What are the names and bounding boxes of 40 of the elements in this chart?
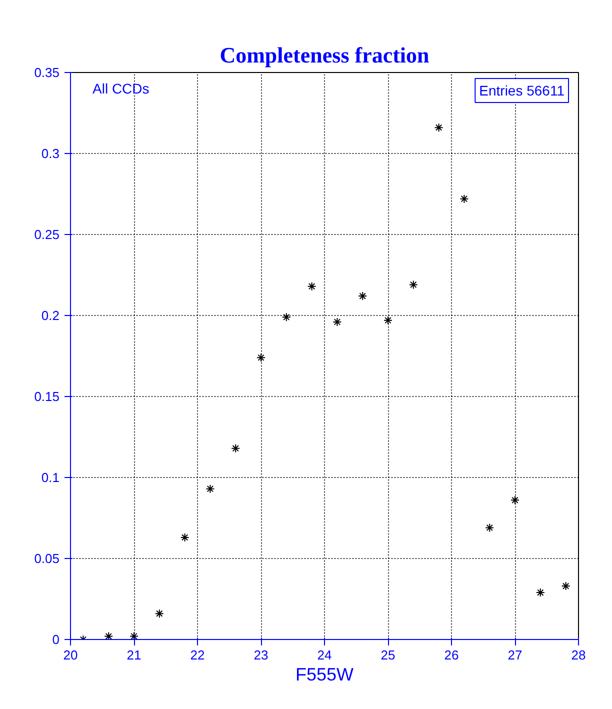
y-tick-label: 0.15 — [34, 389, 60, 404]
point — [154, 609, 164, 618]
y-tick-label: 0.2 — [41, 308, 60, 323]
point — [256, 353, 266, 362]
x-tick-label: 23 — [254, 648, 268, 662]
y-tick-label: 0.1 — [41, 470, 60, 485]
x-tick-label: 25 — [380, 648, 396, 662]
point — [561, 582, 570, 591]
point — [384, 316, 392, 325]
point — [434, 123, 444, 132]
point — [307, 282, 316, 291]
y-tick-label: 0.35 — [34, 65, 60, 80]
point — [460, 194, 469, 204]
point — [485, 523, 494, 532]
point — [104, 632, 114, 640]
x-tick-label: 21 — [126, 648, 142, 662]
point — [282, 312, 291, 322]
x-axis-title: F555W — [295, 664, 354, 684]
point — [510, 496, 520, 505]
x-tick-label: 27 — [508, 648, 522, 662]
y-tick-label: 0.25 — [34, 227, 60, 242]
point — [231, 444, 240, 453]
annotation: All CCDs — [92, 80, 150, 96]
y-tick-label: 0.3 — [41, 146, 60, 161]
chart-title: Completeness fraction — [220, 42, 430, 68]
point — [332, 317, 342, 326]
x-tick-label: 26 — [444, 648, 459, 662]
point — [206, 484, 215, 494]
x-tick-label: 24 — [317, 648, 332, 662]
point — [408, 280, 418, 290]
point — [536, 588, 545, 598]
y-tick-label: 0 — [52, 632, 60, 647]
y-tick-label: 0.05 — [34, 551, 60, 566]
point — [358, 292, 368, 301]
x-tick-label: 28 — [571, 648, 586, 662]
x-tick-label: 20 — [63, 648, 78, 662]
annotation: Entries 56611 — [479, 82, 565, 98]
x-tick-label: 22 — [190, 648, 205, 662]
point — [180, 532, 190, 542]
point — [130, 632, 138, 640]
